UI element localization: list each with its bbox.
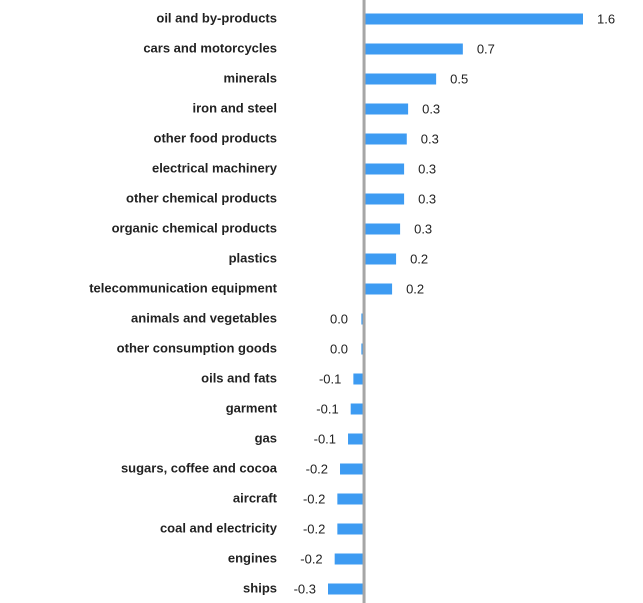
category-label: gas xyxy=(255,430,277,445)
bar xyxy=(340,463,365,475)
value-label: -0.1 xyxy=(316,401,338,416)
bar xyxy=(364,13,583,25)
value-label: 0.3 xyxy=(418,161,436,176)
bar xyxy=(334,553,365,565)
category-label: oil and by-products xyxy=(156,10,277,25)
value-label: 0.2 xyxy=(410,251,428,266)
category-label: ships xyxy=(243,580,277,595)
bar xyxy=(350,403,365,415)
value-label: -0.3 xyxy=(294,581,316,596)
category-label: telecommunication equipment xyxy=(89,280,277,295)
category-label: minerals xyxy=(224,70,277,85)
bar xyxy=(364,133,407,145)
category-label: organic chemical products xyxy=(112,220,277,235)
value-label: -0.2 xyxy=(300,551,322,566)
value-label: 0.5 xyxy=(450,71,468,86)
value-label: 0.0 xyxy=(330,311,348,326)
value-label: 0.3 xyxy=(414,221,432,236)
value-label: -0.2 xyxy=(303,521,325,536)
value-label: -0.1 xyxy=(319,371,341,386)
category-label: plastics xyxy=(229,250,277,265)
category-label: iron and steel xyxy=(192,100,277,115)
category-label: engines xyxy=(228,550,277,565)
bar xyxy=(364,103,409,115)
category-label: other consumption goods xyxy=(117,340,277,355)
value-label: 0.0 xyxy=(330,341,348,356)
value-label: 0.3 xyxy=(421,131,439,146)
category-label: sugars, coffee and cocoa xyxy=(121,460,278,475)
value-label: 1.6 xyxy=(597,11,615,26)
category-label: cars and motorcycles xyxy=(143,40,277,55)
bar xyxy=(337,493,365,505)
category-label: oils and fats xyxy=(201,370,277,385)
bar xyxy=(364,163,405,175)
category-label: other chemical products xyxy=(126,190,277,205)
bar xyxy=(364,253,397,265)
value-label: 0.3 xyxy=(422,101,440,116)
value-label: 0.3 xyxy=(418,191,436,206)
category-label: animals and vegetables xyxy=(131,310,277,325)
bar xyxy=(364,73,437,85)
category-label: garment xyxy=(226,400,278,415)
bar xyxy=(328,583,365,595)
bar xyxy=(364,43,463,55)
value-label: 0.2 xyxy=(406,281,424,296)
category-label: coal and electricity xyxy=(160,520,278,535)
bar xyxy=(364,223,401,235)
value-label: -0.1 xyxy=(314,431,336,446)
bar xyxy=(348,433,365,445)
bar xyxy=(353,373,365,385)
bar xyxy=(364,193,405,205)
category-label: other food products xyxy=(154,130,278,145)
value-label: 0.7 xyxy=(477,41,495,56)
value-label: -0.2 xyxy=(306,461,328,476)
bar xyxy=(364,283,393,295)
value-label: -0.2 xyxy=(303,491,325,506)
category-label: electrical machinery xyxy=(152,160,278,175)
bar xyxy=(337,523,365,535)
category-label: aircraft xyxy=(233,490,278,505)
